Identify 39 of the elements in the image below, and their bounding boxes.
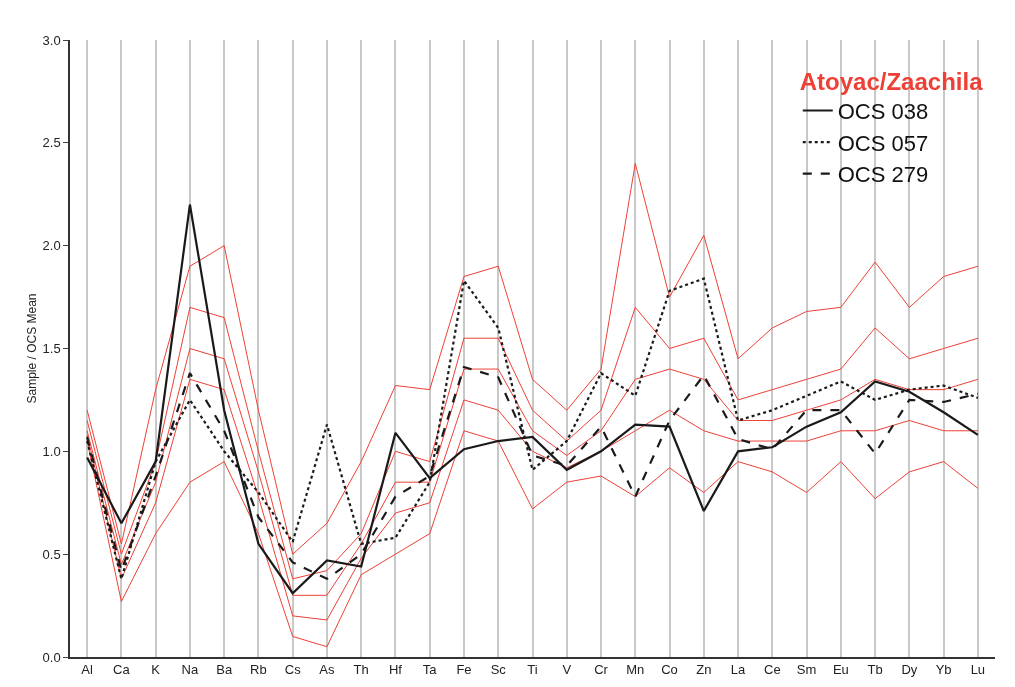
- x-tick-label: Th: [353, 662, 369, 678]
- y-tick-label: 3.0: [42, 32, 61, 48]
- y-tick-label: 1.5: [42, 341, 61, 357]
- x-tick-label: Sm: [796, 662, 817, 678]
- x-tick-label: Ta: [422, 662, 438, 678]
- x-tick-label: Cr: [594, 662, 609, 678]
- x-tick-label: Lu: [970, 662, 986, 678]
- x-tick-label: As: [319, 662, 336, 678]
- x-tick-label: Yb: [935, 662, 952, 678]
- x-tick-label: V: [562, 662, 572, 678]
- x-tick-label: Hf: [388, 662, 403, 678]
- x-tick-label: Cs: [284, 662, 302, 678]
- x-tick-label: K: [151, 662, 161, 678]
- x-tick-label: Zn: [696, 662, 712, 678]
- x-tick-label: Sc: [490, 662, 507, 678]
- x-tick-label: Co: [661, 662, 678, 678]
- legend-label: OCS 038: [837, 99, 929, 125]
- y-tick-label: 2.0: [42, 238, 61, 254]
- x-tick-label: Tb: [867, 662, 883, 678]
- x-tick-label: Rb: [250, 662, 267, 678]
- x-tick-label: Fe: [456, 662, 472, 678]
- x-tick-label: Ti: [527, 662, 538, 678]
- x-tick-label: Ce: [764, 662, 781, 678]
- y-tick-label: 0.5: [42, 546, 61, 562]
- y-tick-label: 1.0: [42, 443, 61, 459]
- legend-label: OCS 279: [837, 162, 929, 188]
- x-tick-label: Al: [81, 662, 94, 678]
- x-tick-label: La: [730, 662, 747, 678]
- x-tick-label: Dy: [901, 662, 918, 678]
- x-tick-label: Mn: [626, 662, 645, 678]
- y-tick-label: 0.0: [42, 649, 61, 665]
- y-axis-title: Sample / OCS Mean: [24, 293, 39, 404]
- legend-title: Atoyac/Zaachila: [799, 67, 984, 95]
- legend-label: OCS 057: [837, 130, 929, 156]
- x-tick-label: Eu: [832, 662, 849, 678]
- x-tick-label: Ba: [216, 662, 233, 678]
- x-tick-label: Ca: [113, 662, 131, 678]
- y-tick-label: 2.5: [42, 135, 61, 151]
- x-tick-label: Na: [181, 662, 199, 678]
